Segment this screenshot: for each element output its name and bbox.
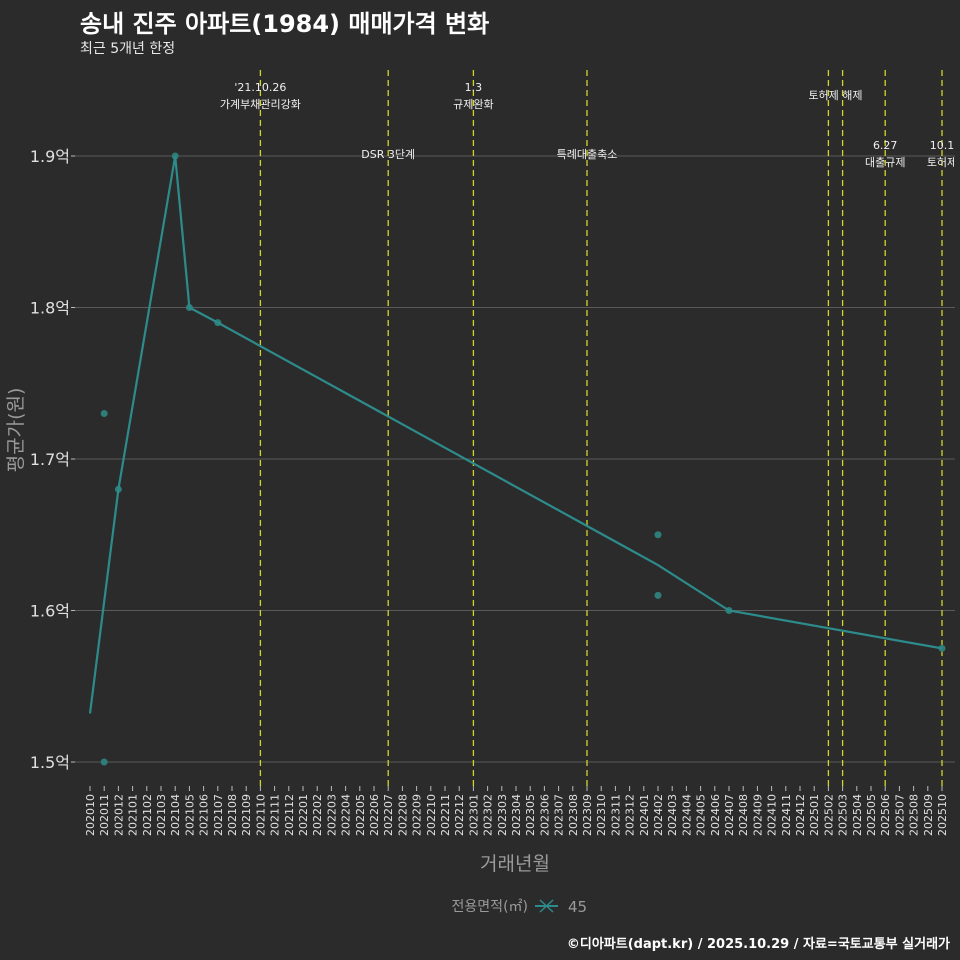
x-tick-label: 202407 (723, 794, 736, 836)
x-tick-label: 202311 (609, 794, 622, 836)
x-tick-label: 202012 (112, 794, 125, 836)
x-tick-label: 202206 (368, 794, 381, 836)
x-tick-label: 202011 (98, 794, 111, 836)
y-tick-label: 1.8억 (30, 299, 70, 318)
y-axis-title: 평균가(원) (5, 388, 27, 473)
event-label: DSR 3단계 (361, 148, 415, 161)
event-label: 6.27 (873, 139, 898, 152)
x-tick-label: 202106 (198, 794, 211, 836)
y-tick-label: 1.9억 (30, 147, 70, 166)
x-tick-label: 202309 (581, 794, 594, 836)
x-tick-label: 202303 (496, 794, 509, 836)
event-label: 규제완화 (453, 98, 493, 111)
x-tick-label: 202312 (624, 794, 637, 836)
x-tick-label: 202010 (84, 794, 97, 836)
x-tick-label: 202202 (311, 794, 324, 836)
x-tick-label: 202207 (382, 794, 395, 836)
x-axis-title: 거래년월 (480, 853, 550, 875)
x-tick-label: 202402 (652, 794, 665, 836)
x-tick-label: 202506 (879, 794, 892, 836)
x-tick-label: 202307 (553, 794, 566, 836)
event-label: 토허제 (927, 156, 957, 169)
x-tick-label: 202505 (865, 794, 878, 836)
x-tick-label: 202408 (737, 794, 750, 836)
x-tick-label: 202108 (226, 794, 239, 836)
x-tick-label: 202104 (169, 794, 182, 836)
data-point (100, 410, 108, 418)
x-tick-label: 202103 (155, 794, 168, 836)
x-tick-label: 202404 (680, 794, 693, 836)
y-tick-label: 1.6억 (30, 602, 70, 621)
chart-title: 송내 진주 아파트(1984) 매매가격 변화 (80, 10, 490, 38)
x-tick-label: 202203 (325, 794, 338, 836)
x-tick-label: 202210 (425, 794, 438, 836)
legend-cross-icon (539, 899, 554, 913)
x-tick-label: 202406 (709, 794, 722, 836)
series-line (88, 155, 943, 714)
x-tick-label: 202501 (808, 794, 821, 836)
x-tick-label: 202509 (922, 794, 935, 836)
event-label: 토허제 해제 (808, 88, 862, 102)
x-tick-label: 202305 (524, 794, 537, 836)
x-tick-label: 202110 (254, 794, 267, 836)
x-tick-label: 202111 (269, 794, 282, 836)
x-tick-label: 202310 (595, 794, 608, 836)
x-tick-label: 202107 (212, 794, 225, 836)
event-label: 10.1 (930, 139, 955, 152)
x-tick-label: 202308 (567, 794, 580, 836)
caption: ©디아파트(dapt.kr) / 2025.10.29 / 자료=국토교통부 실… (566, 937, 950, 952)
event-label: 1.3 (465, 81, 483, 94)
x-tick-label: 202101 (127, 794, 140, 836)
x-tick-label: 202201 (297, 794, 310, 836)
x-tick-label: 202412 (794, 794, 807, 836)
x-tick-label: 202503 (837, 794, 850, 836)
legend-entry: 45 (568, 898, 587, 916)
x-tick-label: 202209 (411, 794, 424, 836)
data-point (654, 591, 662, 599)
x-tick-label: 202507 (893, 794, 906, 836)
x-tick-label: 202112 (283, 794, 296, 836)
event-label: '21.10.26 (234, 81, 286, 94)
event-label: 대출규제 (865, 156, 905, 169)
x-tick-label: 202102 (141, 794, 154, 836)
x-tick-label: 202409 (751, 794, 764, 836)
x-tick-label: 202410 (766, 794, 779, 836)
x-tick-label: 202411 (780, 794, 793, 836)
x-tick-label: 202504 (851, 794, 864, 836)
event-label: 가계부채관리강화 (220, 98, 301, 111)
x-tick-label: 202508 (908, 794, 921, 836)
chart-subtitle: 최근 5개년 한정 (80, 41, 176, 57)
event-label: 특례대출축소 (557, 148, 618, 161)
x-tick-label: 202301 (467, 794, 480, 836)
y-tick-label: 1.5억 (30, 753, 70, 772)
x-tick-label: 202502 (822, 794, 835, 836)
legend-title: 전용면적(㎡) (452, 899, 528, 915)
x-tick-label: 202304 (510, 794, 523, 836)
x-tick-label: 202212 (453, 794, 466, 836)
x-tick-label: 202302 (482, 794, 495, 836)
x-tick-label: 202208 (396, 794, 409, 836)
x-tick-label: 202405 (695, 794, 708, 836)
y-tick-label: 1.7억 (30, 450, 70, 469)
x-tick-label: 202205 (354, 794, 367, 836)
x-tick-label: 202401 (638, 794, 651, 836)
x-tick-label: 202211 (439, 794, 452, 836)
x-tick-label: 202510 (936, 794, 949, 836)
x-tick-label: 202109 (240, 794, 253, 836)
x-tick-label: 202403 (666, 794, 679, 836)
x-tick-label: 202204 (340, 794, 353, 836)
data-point (654, 531, 662, 539)
x-tick-label: 202306 (538, 794, 551, 836)
x-tick-label: 202105 (183, 794, 196, 836)
data-point (100, 758, 108, 766)
